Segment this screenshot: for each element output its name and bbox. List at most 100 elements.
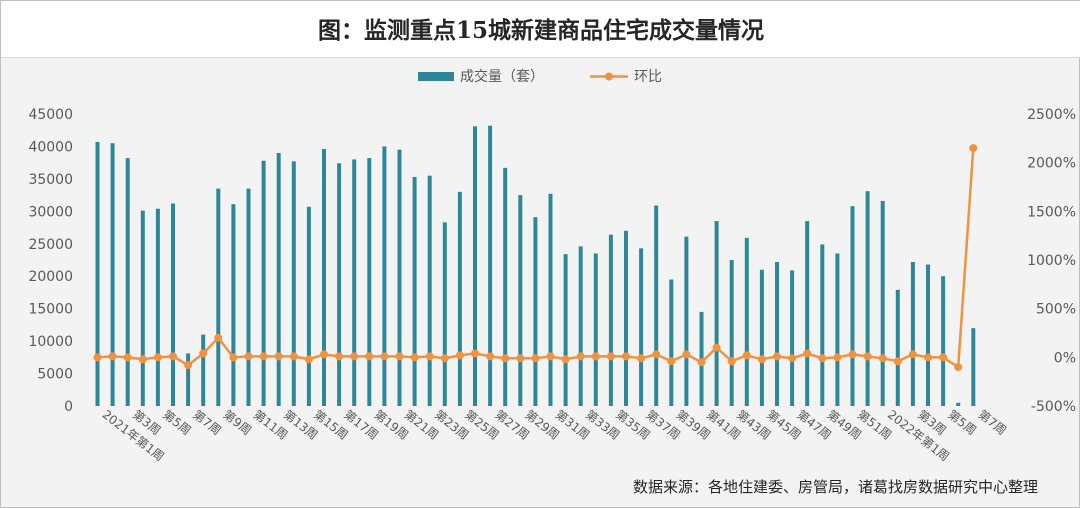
x-tick-label: 第5周 bbox=[160, 407, 194, 438]
bar bbox=[518, 195, 523, 406]
bar bbox=[775, 261, 779, 406]
y-left-tick-label: 30000 bbox=[28, 204, 73, 220]
bar bbox=[820, 244, 825, 406]
line-point bbox=[350, 352, 359, 361]
bar bbox=[473, 126, 477, 406]
bar bbox=[926, 264, 930, 406]
y-left-tick-label: 5000 bbox=[37, 367, 73, 383]
y-right-tick-label: 500% bbox=[1036, 302, 1076, 318]
line-point bbox=[365, 352, 374, 361]
bar bbox=[488, 125, 493, 407]
line-point bbox=[184, 361, 193, 370]
line-point bbox=[259, 352, 268, 361]
line-point bbox=[773, 352, 781, 361]
line-point bbox=[652, 350, 661, 359]
bar bbox=[412, 176, 417, 406]
line-point bbox=[108, 352, 117, 361]
title-band: 图：监测重点15城新建商品住宅成交量情况 bbox=[1, 1, 1080, 58]
x-tick-label: 第5周 bbox=[945, 407, 979, 438]
line-point bbox=[501, 354, 510, 363]
y-right-tick-label: -500% bbox=[1031, 399, 1076, 415]
bar bbox=[608, 234, 613, 406]
y-right-tick-label: 2000% bbox=[1027, 156, 1076, 172]
bar bbox=[171, 203, 175, 406]
bar bbox=[246, 188, 251, 406]
y-right-tick-label: 1500% bbox=[1027, 204, 1076, 220]
y-right-tick-label: 2500% bbox=[1027, 107, 1076, 123]
bar bbox=[548, 193, 553, 406]
bar bbox=[669, 279, 674, 406]
line-point bbox=[516, 354, 525, 363]
y-left-tick-label: 10000 bbox=[28, 334, 73, 350]
legend-label-line: 环比 bbox=[634, 69, 662, 85]
line-point bbox=[833, 353, 842, 362]
y-left-tick-label: 0 bbox=[64, 399, 73, 415]
line-point bbox=[410, 353, 419, 362]
bar bbox=[186, 353, 191, 406]
line-point bbox=[788, 354, 797, 363]
bar bbox=[850, 206, 855, 406]
bar bbox=[639, 248, 644, 406]
y-left-tick-label: 20000 bbox=[28, 269, 73, 285]
bar bbox=[457, 191, 462, 406]
bar bbox=[261, 160, 266, 406]
line-point bbox=[893, 357, 902, 366]
line-point bbox=[425, 352, 434, 361]
bar bbox=[880, 200, 885, 406]
line-point bbox=[606, 352, 615, 361]
line-point bbox=[939, 353, 948, 362]
bar bbox=[578, 246, 583, 406]
line-point bbox=[169, 352, 177, 361]
line-point bbox=[818, 354, 827, 363]
bar bbox=[140, 210, 145, 406]
bar bbox=[624, 230, 628, 406]
line-point bbox=[803, 349, 812, 358]
line-point bbox=[878, 354, 887, 363]
y-right-tick-label: 0% bbox=[1054, 350, 1076, 366]
line-point bbox=[138, 355, 147, 364]
x-tick-label: 第9周 bbox=[220, 407, 254, 438]
chart-title: 图：监测重点15城新建商品住宅成交量情况 bbox=[317, 17, 764, 44]
line-point bbox=[908, 350, 917, 359]
line-point bbox=[667, 357, 676, 366]
line-point bbox=[274, 352, 283, 361]
line-point bbox=[637, 354, 646, 363]
bar bbox=[759, 269, 764, 406]
bar bbox=[337, 163, 342, 406]
line-point bbox=[712, 343, 721, 352]
y-left-tick-label: 15000 bbox=[28, 302, 73, 318]
bar bbox=[865, 191, 870, 406]
bar bbox=[352, 159, 357, 406]
bar bbox=[805, 221, 810, 406]
bar bbox=[593, 253, 598, 406]
legend-marker-line bbox=[605, 72, 613, 81]
bar bbox=[941, 276, 946, 406]
bar bbox=[306, 206, 311, 406]
data-source-note: 数据来源：各地住建委、房管局，诸葛找房数据研究中心整理 bbox=[632, 478, 1038, 496]
line-point bbox=[576, 352, 585, 361]
line-point bbox=[697, 358, 706, 367]
line-point bbox=[244, 352, 253, 361]
bar bbox=[276, 152, 281, 406]
line-point bbox=[320, 350, 328, 359]
bar bbox=[110, 143, 115, 406]
line-point bbox=[969, 144, 978, 153]
bar bbox=[533, 217, 538, 406]
line-point bbox=[335, 352, 344, 361]
line-point bbox=[304, 355, 313, 364]
line-point bbox=[440, 354, 449, 363]
bar bbox=[684, 236, 689, 406]
line-point bbox=[289, 352, 298, 361]
line-point bbox=[395, 352, 404, 361]
y-left-tick-label: 45000 bbox=[28, 107, 73, 123]
bar bbox=[744, 237, 749, 406]
line-point bbox=[199, 349, 208, 358]
bar bbox=[231, 204, 236, 406]
line-point bbox=[93, 353, 102, 362]
bar bbox=[125, 158, 130, 406]
bar bbox=[729, 260, 734, 406]
line-point bbox=[471, 349, 479, 358]
y-left-tick-label: 35000 bbox=[28, 172, 73, 188]
y-left-tick-label: 25000 bbox=[28, 237, 73, 253]
